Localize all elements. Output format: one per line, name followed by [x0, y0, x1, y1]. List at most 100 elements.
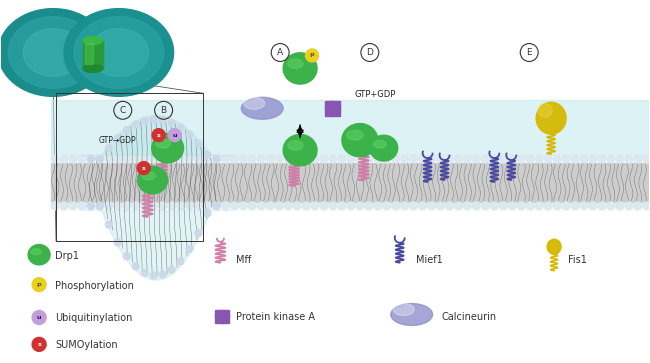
Bar — [324, 101, 333, 110]
Circle shape — [517, 202, 525, 210]
Circle shape — [87, 202, 95, 210]
Circle shape — [293, 202, 301, 210]
Circle shape — [284, 202, 292, 210]
Circle shape — [634, 202, 642, 210]
Circle shape — [302, 202, 310, 210]
Circle shape — [168, 119, 175, 126]
Text: u: u — [172, 133, 177, 138]
Text: A: A — [277, 49, 283, 57]
Circle shape — [32, 310, 46, 325]
Circle shape — [177, 258, 184, 265]
Circle shape — [239, 202, 247, 210]
Text: Mief1: Mief1 — [415, 255, 443, 265]
Circle shape — [150, 272, 157, 279]
Ellipse shape — [0, 9, 108, 96]
Circle shape — [311, 155, 319, 163]
Circle shape — [185, 155, 194, 163]
Circle shape — [419, 155, 426, 163]
Circle shape — [437, 202, 445, 210]
Ellipse shape — [74, 17, 164, 88]
Circle shape — [275, 155, 283, 163]
Circle shape — [186, 131, 193, 138]
Circle shape — [589, 155, 597, 163]
Circle shape — [114, 202, 122, 210]
Text: u: u — [37, 315, 42, 321]
Circle shape — [607, 155, 615, 163]
Circle shape — [194, 155, 202, 163]
Circle shape — [643, 155, 650, 163]
Circle shape — [132, 121, 139, 128]
Ellipse shape — [89, 29, 149, 76]
Text: Protein kinase A: Protein kinase A — [237, 313, 315, 322]
Circle shape — [257, 202, 265, 210]
Circle shape — [410, 155, 418, 163]
Circle shape — [159, 155, 166, 163]
Circle shape — [311, 202, 319, 210]
Ellipse shape — [28, 245, 50, 265]
Circle shape — [374, 155, 382, 163]
Ellipse shape — [241, 97, 283, 119]
Circle shape — [306, 49, 318, 62]
Ellipse shape — [64, 9, 174, 96]
Circle shape — [87, 203, 94, 209]
Text: E: E — [526, 49, 532, 57]
Circle shape — [428, 155, 436, 163]
Circle shape — [222, 202, 229, 210]
Bar — [83, 41, 103, 69]
Circle shape — [230, 202, 239, 210]
Circle shape — [562, 202, 570, 210]
Circle shape — [392, 202, 400, 210]
Circle shape — [159, 271, 166, 278]
Circle shape — [195, 229, 202, 237]
Circle shape — [643, 202, 650, 210]
Circle shape — [347, 202, 355, 210]
Bar — [215, 310, 224, 318]
Circle shape — [410, 202, 418, 210]
Circle shape — [132, 155, 140, 163]
Circle shape — [213, 202, 220, 210]
Circle shape — [213, 155, 220, 163]
Circle shape — [535, 202, 543, 210]
Circle shape — [302, 155, 310, 163]
Circle shape — [239, 155, 247, 163]
Circle shape — [194, 202, 202, 210]
Ellipse shape — [283, 53, 317, 84]
Circle shape — [140, 202, 149, 210]
Ellipse shape — [288, 141, 303, 150]
Circle shape — [51, 202, 59, 210]
Circle shape — [203, 155, 211, 163]
Circle shape — [562, 155, 570, 163]
Ellipse shape — [374, 140, 386, 148]
Circle shape — [123, 202, 131, 210]
Bar — [331, 107, 340, 116]
Circle shape — [177, 155, 185, 163]
Circle shape — [338, 202, 346, 210]
Ellipse shape — [370, 135, 398, 161]
Circle shape — [114, 155, 122, 163]
Circle shape — [150, 155, 158, 163]
Ellipse shape — [347, 130, 363, 140]
Circle shape — [32, 278, 46, 291]
Text: Phosphorylation: Phosphorylation — [55, 281, 134, 291]
Circle shape — [490, 202, 499, 210]
Bar — [324, 107, 333, 116]
Text: Ubiquitinylation: Ubiquitinylation — [55, 314, 133, 323]
Circle shape — [482, 155, 489, 163]
Text: Drp1: Drp1 — [55, 251, 79, 261]
Text: SUMOylation: SUMOylation — [55, 340, 118, 350]
Circle shape — [544, 202, 552, 210]
Circle shape — [114, 239, 122, 246]
Text: C: C — [120, 106, 126, 115]
Circle shape — [356, 202, 364, 210]
Bar — [51, 100, 649, 155]
Circle shape — [553, 202, 561, 210]
Circle shape — [168, 266, 175, 273]
Text: P: P — [37, 283, 42, 287]
Circle shape — [32, 337, 46, 351]
Circle shape — [428, 202, 436, 210]
Ellipse shape — [288, 59, 303, 68]
Ellipse shape — [83, 65, 103, 73]
Circle shape — [535, 155, 543, 163]
Circle shape — [625, 202, 633, 210]
Ellipse shape — [536, 102, 566, 134]
